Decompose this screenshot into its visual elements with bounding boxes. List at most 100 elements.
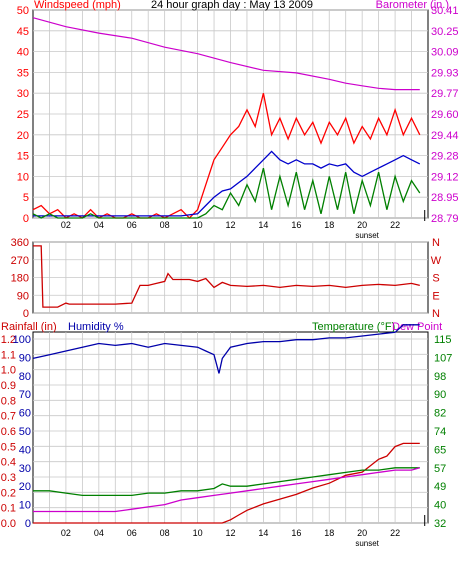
wind-tick-label: 10 <box>17 171 29 183</box>
x-tick-label: 06 <box>127 528 137 538</box>
humidity-tick-label: 20 <box>19 481 31 493</box>
rain-tick-label: 0.9 <box>1 380 16 392</box>
rainfall-axis-title: Rainfall (in) <box>1 321 57 333</box>
compass-label: N <box>432 237 440 249</box>
temperature-tick-label: 40 <box>434 500 446 512</box>
rain-tick-label: 0.5 <box>1 441 16 453</box>
baro-tick-label: 29.60 <box>431 109 459 121</box>
x-tick-label: 22 <box>390 220 400 230</box>
baro-tick-label: 29.12 <box>431 171 459 183</box>
humidity-tick-label: 100 <box>13 334 31 346</box>
wind-tick-label: 30 <box>17 88 29 100</box>
humidity-tick-label: 50 <box>19 426 31 438</box>
temperature-tick-label: 57 <box>434 463 446 475</box>
x-tick-label: 10 <box>193 220 203 230</box>
temperature-tick-label: 98 <box>434 371 446 383</box>
temp-line <box>33 467 420 497</box>
x-tick-label: 18 <box>324 528 334 538</box>
wind-tick-label: 45 <box>17 26 29 38</box>
wind-tick-label: 40 <box>17 47 29 59</box>
wind-tick-label: 15 <box>17 151 29 163</box>
humidity-tick-label: 40 <box>19 444 31 456</box>
rain-tick-label: 0.2 <box>1 487 16 499</box>
rain-tick-label: 1.2 <box>1 334 16 346</box>
humidity-tick-label: 30 <box>19 463 31 475</box>
x-tick-label: 02 <box>61 528 71 538</box>
baro-tick-label: 30.09 <box>431 47 459 59</box>
wind-tick-label: 50 <box>17 5 29 17</box>
humidity-axis-title: Humidity % <box>68 321 124 333</box>
baro-tick-label: 28.79 <box>431 213 459 225</box>
temperature-tick-label: 115 <box>434 334 452 346</box>
windspeed-axis-title: Windspeed (mph) <box>34 0 121 11</box>
rain-tick-label: 0.4 <box>1 457 16 469</box>
wind-tick-label: 25 <box>17 109 29 121</box>
x-tick-label: 08 <box>160 528 170 538</box>
compass-label: W <box>431 255 442 267</box>
wind-tick-label: 5 <box>23 192 29 204</box>
rain-tick-label: 0.0 <box>1 518 16 530</box>
baro-tick-label: 30.41 <box>431 5 459 17</box>
humidity-tick-label: 0 <box>25 518 31 530</box>
compass-label: E <box>432 290 439 302</box>
rain-tick-label: 0.1 <box>1 503 16 515</box>
x-tick-label: 10 <box>193 528 203 538</box>
avg-line <box>33 150 421 217</box>
wind-tick-label: 0 <box>23 213 29 225</box>
x-tick-label: 04 <box>94 528 104 538</box>
x-tick-label: 08 <box>160 220 170 230</box>
humidity-tick-label: 10 <box>19 500 31 512</box>
baro-tick-label: 29.77 <box>431 88 459 100</box>
baro-tick-label: 29.93 <box>431 67 459 79</box>
temperature-tick-label: 82 <box>434 408 446 420</box>
temperature-tick-label: 74 <box>434 426 446 438</box>
baro-tick-label: 28.95 <box>431 192 459 204</box>
temperature-tick-label: 65 <box>434 444 446 456</box>
rain-tick-label: 0.8 <box>1 395 16 407</box>
rain-tick-label: 0.7 <box>1 411 16 423</box>
x-tick-label: 14 <box>258 220 268 230</box>
x-tick-label: 20 <box>357 528 367 538</box>
rain-tick-label: 1.1 <box>1 349 16 361</box>
humidity-tick-label: 80 <box>19 371 31 383</box>
rain-line <box>33 442 420 524</box>
sunset-label: sunset <box>355 539 379 548</box>
humidity-tick-label: 60 <box>19 408 31 420</box>
x-tick-label: 12 <box>225 220 235 230</box>
humidity-tick-label: 90 <box>19 352 31 364</box>
direction-tick-label: 270 <box>11 255 29 267</box>
compass-label: N <box>432 308 440 320</box>
temperature-tick-label: 49 <box>434 481 446 493</box>
chart-title: 24 hour graph day : May 13 2009 <box>151 0 313 11</box>
compass-label: S <box>432 273 439 285</box>
x-tick-label: 02 <box>61 220 71 230</box>
x-tick-label: 22 <box>390 528 400 538</box>
baro-line <box>32 17 420 91</box>
wind-tick-label: 20 <box>17 130 29 142</box>
temperature-tick-label: 32 <box>434 518 446 530</box>
x-tick-label: 16 <box>291 528 301 538</box>
temperature-tick-label: 90 <box>434 389 446 401</box>
x-tick-label: 14 <box>258 528 268 538</box>
x-tick-label: 04 <box>94 220 104 230</box>
humidity-tick-label: 70 <box>19 389 31 401</box>
wind-tick-label: 35 <box>17 67 29 79</box>
rain-tick-label: 0.3 <box>1 472 16 484</box>
humidity-line <box>32 324 420 374</box>
baro-tick-label: 29.28 <box>431 151 459 163</box>
temperature-tick-label: 107 <box>434 352 452 364</box>
direction-tick-label: 360 <box>11 237 29 249</box>
direction-tick-label: 180 <box>11 273 29 285</box>
barometer-axis-title: Barometer (in.) <box>376 0 449 11</box>
temperature-axis-title: Temperature (°F) <box>312 321 395 333</box>
baro-tick-label: 29.44 <box>431 130 459 142</box>
dewpoint-axis-title: Dew Point <box>392 321 442 333</box>
x-tick-label: 12 <box>225 528 235 538</box>
sunset-label: sunset <box>355 231 379 240</box>
x-tick-label: 16 <box>291 220 301 230</box>
direction-tick-label: 0 <box>23 308 29 320</box>
rain-tick-label: 1.0 <box>1 365 16 377</box>
direction-tick-label: 90 <box>17 290 29 302</box>
